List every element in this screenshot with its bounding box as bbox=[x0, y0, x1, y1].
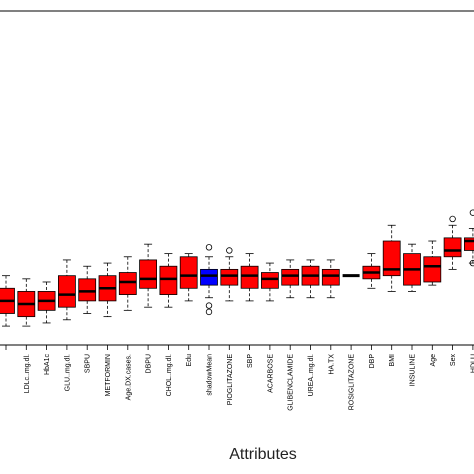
box-body bbox=[58, 275, 76, 308]
box-body bbox=[220, 268, 239, 286]
box-group-dbp bbox=[362, 253, 381, 289]
box-group-urea-mg-dl- bbox=[301, 259, 320, 299]
box-outlier bbox=[205, 244, 213, 251]
box-body bbox=[159, 265, 178, 295]
box-group-ha-tx bbox=[321, 259, 340, 299]
box-group-glu-mg-dl- bbox=[58, 259, 76, 321]
x-tick-label: ROSIGLITAZONE bbox=[349, 354, 356, 411]
x-tick-label: GLIBENCLAMIDE bbox=[288, 354, 295, 411]
x-tick-labels-layer: LDLc..mg.dl. HbA1c GLU..mg.dl. SBPU METFORMI… bbox=[24, 354, 474, 411]
box-group-dbpu bbox=[139, 243, 158, 308]
x-tick-label: DBP bbox=[369, 354, 376, 369]
box-group-hdlu bbox=[463, 209, 474, 267]
x-tick-label: CHOL..mg.dl. bbox=[166, 354, 173, 396]
box-group-chol-mg-dl- bbox=[159, 253, 178, 308]
x-tick-label: Sex bbox=[450, 354, 457, 367]
x-tick-label: LDLc..mg.dl. bbox=[24, 354, 31, 393]
x-tick-label: Edu bbox=[186, 354, 193, 367]
x-tick-label: PIOGLITAZONE bbox=[227, 354, 234, 406]
x-tick-label: HbA1c bbox=[44, 354, 51, 376]
box-group-insuline bbox=[403, 243, 421, 292]
box-group-metformin bbox=[98, 262, 117, 318]
x-tick-label: METFORMIN bbox=[105, 354, 112, 396]
box-body bbox=[139, 259, 158, 289]
box-group-sbp bbox=[240, 253, 259, 302]
box-group-age bbox=[423, 240, 442, 286]
x-ticks-layer bbox=[5, 345, 474, 350]
x-tick-label: UREA..mg.dl. bbox=[308, 354, 315, 396]
x-tick-label: shadowMean bbox=[207, 354, 214, 396]
box-outlier bbox=[469, 259, 474, 267]
box-body bbox=[179, 256, 198, 289]
box-body bbox=[423, 256, 442, 283]
box-group-pioglitazone bbox=[220, 247, 239, 302]
box-group-bmi bbox=[382, 224, 401, 292]
box-group-glibenclamide bbox=[281, 259, 300, 299]
box-group-edu bbox=[179, 253, 198, 302]
x-tick-label: SBP bbox=[247, 354, 254, 368]
box-outlier bbox=[205, 302, 213, 309]
box-body bbox=[78, 278, 97, 302]
box-group-sex bbox=[443, 215, 462, 270]
box-body bbox=[200, 268, 218, 286]
box-group-hba1c bbox=[37, 281, 56, 324]
box-outlier bbox=[226, 247, 233, 254]
x-tick-label: HDLU bbox=[470, 354, 474, 373]
box-outlier bbox=[449, 215, 456, 223]
box-group-sbpu bbox=[78, 265, 97, 314]
box-body bbox=[118, 272, 137, 295]
box-body bbox=[382, 240, 401, 277]
boxes-layer bbox=[0, 209, 474, 327]
box-body bbox=[281, 268, 300, 286]
x-tick-label: SBPU bbox=[85, 354, 92, 373]
plot-frame bbox=[0, 10, 474, 346]
x-axis-title: Attributes bbox=[229, 446, 297, 463]
x-tick-label: Age bbox=[430, 354, 437, 367]
x-tick-label: GLU..mg.dl. bbox=[64, 354, 71, 391]
box-group-age-dx-cases- bbox=[118, 256, 137, 311]
box-body bbox=[260, 272, 279, 289]
x-tick-label: DBPU bbox=[146, 354, 153, 373]
box-body bbox=[321, 268, 340, 286]
box-outlier bbox=[469, 209, 474, 216]
box-group-shadowmean bbox=[200, 244, 218, 316]
box-body bbox=[240, 265, 259, 289]
x-tick-label: HA.TX bbox=[328, 354, 335, 375]
box-group-acarbose bbox=[260, 262, 279, 302]
x-tick-label: Age.DX.cases. bbox=[125, 354, 132, 400]
x-tick-label: INSULINE bbox=[410, 354, 417, 387]
box-body bbox=[443, 237, 462, 258]
box-outlier bbox=[205, 308, 213, 316]
x-tick-label: BMI bbox=[389, 354, 396, 367]
box-group-first bbox=[0, 275, 15, 327]
box-body bbox=[463, 237, 474, 251]
x-tick-label: ACARBOSE bbox=[267, 354, 274, 393]
box-group-ldlc-mg-dl- bbox=[17, 278, 36, 327]
